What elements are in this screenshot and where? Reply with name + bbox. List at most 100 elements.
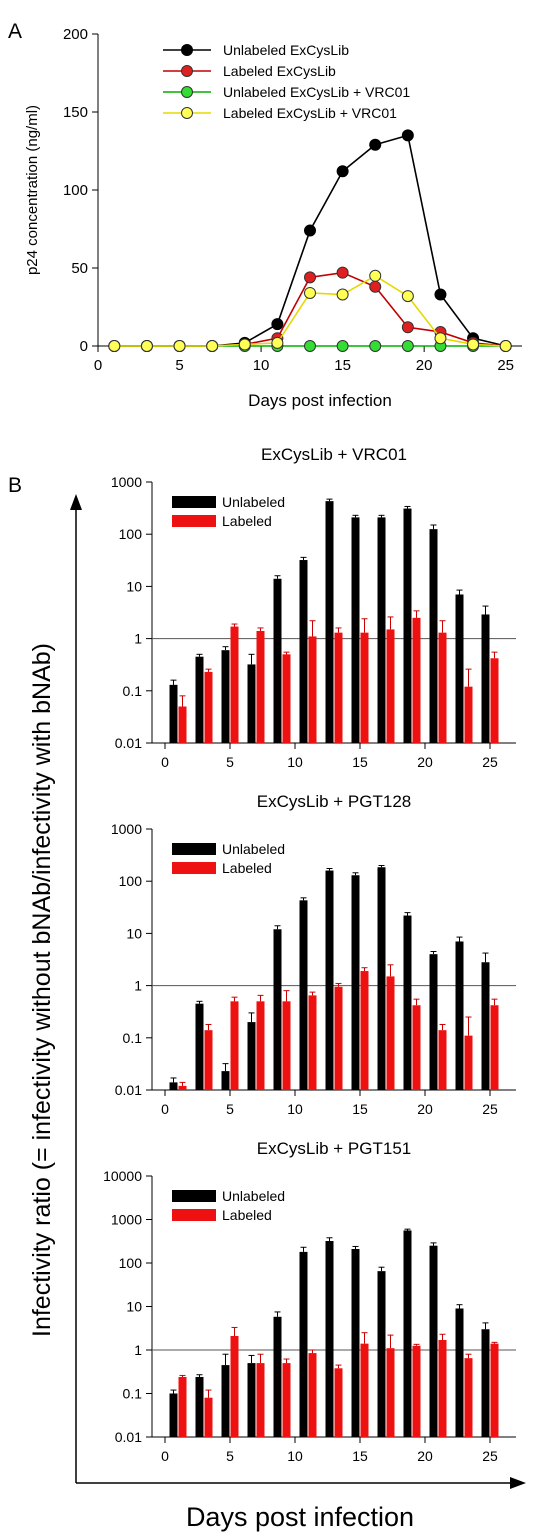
b3-x-tick-label: 10 (287, 1448, 303, 1464)
b3-bar-labeled-6 (334, 1368, 343, 1437)
a-point-s3-5 (271, 336, 284, 349)
b3-bar-labeled-4 (282, 1363, 291, 1437)
b2-bar-unlabeled-6 (325, 870, 334, 1090)
b2-x-tick-label: 20 (417, 1101, 433, 1117)
b1-bar-labeled-11 (464, 686, 473, 743)
b2-bar-unlabeled-3 (247, 1022, 256, 1090)
b2-legend-label-0: Unlabeled (222, 841, 285, 857)
a-point-s3-3 (206, 340, 219, 352)
b2-x-tick-label: 5 (226, 1101, 234, 1117)
b2-y-tick-label: 0.1 (123, 1030, 143, 1046)
a-legend-label-0: Unlabeled ExCysLib (223, 42, 349, 58)
b2-bar-labeled-9 (412, 1005, 421, 1090)
b2-bar-labeled-5 (308, 995, 317, 1090)
b3-legend-label-1: Labeled (222, 1207, 272, 1223)
b1-y-tick-label: 10 (126, 578, 142, 594)
b3-bar-unlabeled-0 (169, 1393, 178, 1437)
b1-bar-unlabeled-4 (273, 578, 282, 743)
b1-bar-labeled-6 (334, 632, 343, 743)
b3-bar-labeled-0 (178, 1376, 187, 1437)
a-series-line-0 (114, 134, 506, 347)
shared-y-label: Infectivity ratio (= infectivity without… (28, 643, 56, 1337)
b2-bar-unlabeled-11 (455, 941, 464, 1090)
b3-bar-labeled-2 (230, 1335, 239, 1437)
b1-bar-unlabeled-6 (325, 501, 334, 743)
b2-bar-labeled-11 (464, 1035, 473, 1090)
b3-y-tick-label: 10 (126, 1299, 142, 1315)
a-point-s0-10 (434, 288, 447, 301)
b1-legend-label-1: Labeled (222, 513, 272, 529)
a-series-line-3 (114, 274, 506, 347)
a-legend-marker-2 (181, 86, 193, 98)
b2-bar-labeled-8 (386, 976, 395, 1090)
b3-bar-labeled-3 (256, 1363, 265, 1437)
a-point-s3-2 (173, 340, 186, 352)
b1-bar-unlabeled-12 (481, 614, 490, 743)
b1-y-tick-label: 1000 (111, 474, 142, 490)
a-legend-label-2: Unlabeled ExCysLib + VRC01 (223, 84, 410, 100)
b3-bar-labeled-12 (490, 1343, 499, 1437)
b1-bar-labeled-1 (204, 671, 213, 743)
b1-bar-unlabeled-9 (403, 508, 412, 743)
b1-bar-labeled-2 (230, 626, 239, 743)
b2-bar-labeled-0 (178, 1085, 187, 1090)
b2-bar-unlabeled-5 (299, 900, 308, 1090)
b3-legend-swatch-1 (172, 1209, 216, 1221)
b3-title: ExCysLib + PGT151 (257, 1139, 412, 1158)
b1-y-tick-label: 0.1 (123, 683, 143, 699)
b3-bar-unlabeled-8 (377, 1271, 386, 1437)
b2-bar-unlabeled-0 (169, 1082, 178, 1090)
b2-bar-unlabeled-2 (221, 1071, 230, 1090)
b1-x-tick-label: 25 (482, 754, 498, 770)
b3-bar-labeled-8 (386, 1348, 395, 1437)
b3-bar-labeled-11 (464, 1358, 473, 1437)
b2-bar-unlabeled-7 (351, 875, 360, 1090)
chart-b3-bar-chart: ExCysLib + PGT151 0.01 0.1 1 10 100 1000 10000 0… (103, 1139, 516, 1464)
a-x-axis-label: Days post infection (248, 391, 392, 410)
panel-label-a: A (8, 20, 22, 43)
b2-legend-label-1: Labeled (222, 860, 272, 876)
a-point-s1-8 (369, 280, 382, 293)
b2-bar-labeled-3 (256, 1001, 265, 1090)
b1-bar-labeled-8 (386, 629, 395, 743)
b3-bar-labeled-7 (360, 1343, 369, 1437)
a-legend-marker-0 (181, 44, 193, 56)
b3-y-tick-label: 10000 (103, 1168, 142, 1184)
a-x-tick-label: 20 (416, 357, 433, 374)
a-point-s2-9 (401, 340, 414, 352)
b3-x-tick-label: 25 (482, 1448, 498, 1464)
b1-bar-unlabeled-10 (429, 529, 438, 743)
b1-x-tick-label: 0 (161, 754, 169, 770)
a-x-tick-label: 10 (253, 357, 270, 374)
a-point-s2-7 (336, 340, 349, 352)
a-point-s0-9 (401, 129, 414, 142)
b2-title: ExCysLib + PGT128 (257, 792, 412, 811)
b3-bar-unlabeled-10 (429, 1245, 438, 1437)
a-series-line-1 (114, 271, 506, 347)
b3-x-tick-label: 0 (161, 1448, 169, 1464)
b2-legend-swatch-0 (172, 843, 216, 855)
b2-x-tick-label: 15 (352, 1101, 368, 1117)
b2-y-tick-label: 0.01 (115, 1082, 142, 1098)
chart-b2-bar-chart: ExCysLib + PGT128 0.01 0.1 1 10 100 1000 0 5 10 15… (111, 792, 516, 1117)
a-legend-label-1: Labeled ExCysLib (223, 63, 336, 79)
shared-axes: Infectivity ratio (= infectivity without… (28, 494, 526, 1532)
a-point-s3-4 (238, 338, 251, 351)
b1-bar-labeled-9 (412, 617, 421, 743)
b2-x-tick-label: 0 (161, 1101, 169, 1117)
b2-x-tick-label: 10 (287, 1101, 303, 1117)
b2-y-tick-label: 10 (126, 925, 142, 941)
b1-bar-labeled-10 (438, 632, 447, 743)
a-legend-marker-1 (181, 65, 193, 77)
b1-bar-unlabeled-11 (455, 594, 464, 743)
a-y-tick-label: 50 (71, 260, 88, 277)
shared-x-label: Days post infection (186, 1502, 414, 1532)
chart-b1-bar-chart: ExCysLib + VRC01 0.01 0.1 1 10 100 1000 0 5 10 15 2… (111, 445, 516, 770)
b2-bar-unlabeled-12 (481, 962, 490, 1090)
b3-bar-unlabeled-7 (351, 1248, 360, 1437)
a-point-s3-11 (467, 338, 480, 351)
a-point-s3-0 (108, 340, 121, 352)
a-point-s1-7 (336, 266, 349, 279)
b1-bar-labeled-5 (308, 636, 317, 743)
